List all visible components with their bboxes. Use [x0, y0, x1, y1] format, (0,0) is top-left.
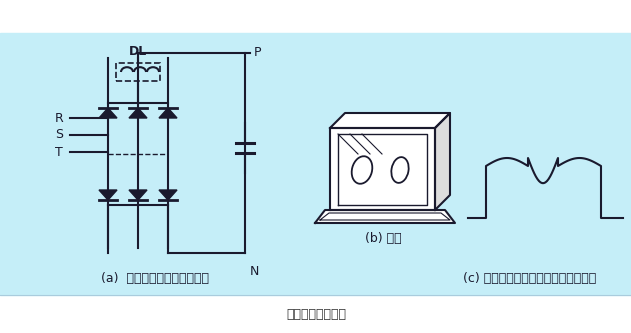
Polygon shape — [99, 108, 117, 118]
Text: (a)  直流电抗器的电路中位置: (a) 直流电抗器的电路中位置 — [101, 271, 209, 284]
Polygon shape — [330, 128, 435, 210]
Text: T: T — [56, 146, 63, 159]
Text: N: N — [250, 265, 259, 278]
Bar — [116, 63, 160, 81]
Polygon shape — [159, 108, 177, 118]
Polygon shape — [129, 108, 147, 118]
Text: S: S — [55, 129, 63, 142]
Text: R: R — [54, 112, 63, 125]
Text: P: P — [254, 47, 261, 60]
Polygon shape — [330, 113, 450, 128]
Text: (b) 外形: (b) 外形 — [365, 231, 401, 244]
Bar — [0, 33, 631, 295]
Polygon shape — [99, 190, 117, 200]
Polygon shape — [315, 210, 455, 223]
Text: 直流电抗器的作用: 直流电抗器的作用 — [286, 307, 346, 320]
Text: DL: DL — [129, 45, 147, 58]
Polygon shape — [435, 113, 450, 210]
Polygon shape — [159, 190, 177, 200]
Polygon shape — [129, 190, 147, 200]
Text: (c) 接入直流电抗器后输入电流的波形: (c) 接入直流电抗器后输入电流的波形 — [463, 271, 597, 284]
